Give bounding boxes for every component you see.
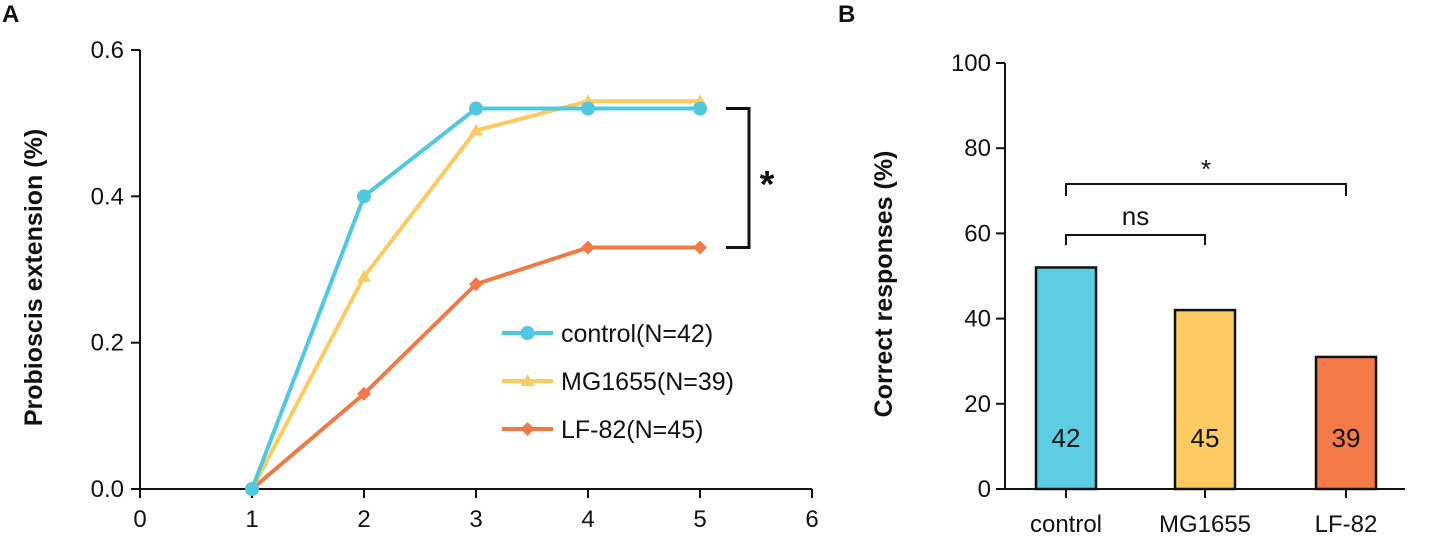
x-tick-label: LF-82 — [1315, 511, 1378, 538]
y-tick-label: 0.4 — [91, 183, 124, 210]
panel-a-series — [245, 94, 707, 496]
series-control — [245, 101, 707, 496]
y-tick-label: 60 — [964, 220, 991, 247]
significance-bracket — [1065, 183, 1347, 196]
bar-count-label: 39 — [1332, 423, 1361, 453]
panel-a-legend: control(N=42) MG1655(N=39) LF-82(N=45) — [502, 320, 734, 444]
data-point-lf-82 — [693, 240, 707, 255]
data-point-control — [245, 482, 259, 496]
panel-a-y-axis-title: Probioscis extension (%) — [20, 129, 48, 426]
y-tick-label: 40 — [964, 306, 991, 333]
y-tick-label: 100 — [951, 50, 991, 77]
data-point-mg1655 — [469, 123, 483, 136]
y-tick-label: 20 — [964, 391, 991, 418]
ns-label: ns — [1122, 201, 1149, 231]
y-tick-label: 0.0 — [91, 476, 124, 503]
panel-b-bars: 42 control 45 MG1655 39 LF-82 — [1030, 266, 1378, 538]
legend-marker — [520, 374, 535, 386]
bar — [1034, 266, 1098, 491]
bar-group-mg1655: 45 MG1655 — [1159, 308, 1251, 538]
series-lf-82 — [245, 240, 707, 496]
x-tick-label: MG1655 — [1159, 511, 1251, 538]
bar-group-lf-82: 39 LF-82 — [1315, 355, 1378, 538]
legend-marker — [520, 326, 535, 340]
y-tick-label: 80 — [964, 135, 991, 162]
bar-count-label: 42 — [1052, 423, 1081, 453]
panel-a-line-chart: A 0.0 0.2 0.4 0.6 0 1 2 3 4 5 6 * control(N=42) MG1… — [2, 1, 819, 533]
x-tick-label: 5 — [693, 506, 706, 533]
y-tick-label: 0 — [978, 476, 991, 503]
significance-marker: * — [1201, 154, 1211, 184]
data-point-lf-82 — [469, 277, 483, 292]
legend-marker — [520, 422, 535, 436]
data-point-control — [357, 189, 371, 204]
x-tick-label: 4 — [581, 506, 594, 533]
x-tick-label: 6 — [805, 506, 818, 533]
legend-entry-lf-82: LF-82(N=45) — [502, 416, 703, 444]
significance-marker: * — [760, 164, 775, 206]
data-point-lf-82 — [357, 386, 371, 401]
data-point-control — [469, 101, 483, 116]
x-tick-label: 2 — [357, 506, 370, 533]
panel-a-annotation: * — [726, 107, 775, 250]
y-tick-label: 0.6 — [91, 37, 124, 64]
legend-label: LF-82(N=45) — [561, 416, 703, 444]
legend-label: control(N=42) — [561, 320, 713, 348]
bar-count-label: 45 — [1191, 423, 1220, 453]
bar — [1173, 308, 1237, 491]
x-tick-label: 3 — [469, 506, 482, 533]
y-tick-label: 0.2 — [91, 330, 124, 357]
legend-label: MG1655(N=39) — [561, 368, 734, 396]
x-tick-label: 1 — [245, 506, 258, 533]
panel-a-letter: A — [2, 1, 19, 28]
data-point-lf-82 — [581, 240, 595, 255]
x-tick-label: 0 — [133, 506, 146, 533]
legend-entry-control: control(N=42) — [502, 320, 713, 348]
ns-bracket — [1065, 234, 1206, 245]
data-point-control — [581, 101, 595, 116]
data-point-control — [693, 101, 707, 116]
panel-b-y-axis-title: Correct responses (%) — [870, 151, 898, 418]
panel-b-annotations: ns * — [1065, 154, 1347, 245]
legend-entry-mg1655: MG1655(N=39) — [502, 368, 734, 396]
data-point-mg1655 — [357, 269, 371, 282]
panel-b-letter: B — [838, 1, 855, 28]
panel-a-axes: 0.0 0.2 0.4 0.6 0 1 2 3 4 5 6 — [91, 37, 819, 533]
x-tick-label: control — [1030, 511, 1102, 538]
bar-group-control: 42 control — [1030, 266, 1102, 538]
significance-bracket — [726, 107, 751, 250]
